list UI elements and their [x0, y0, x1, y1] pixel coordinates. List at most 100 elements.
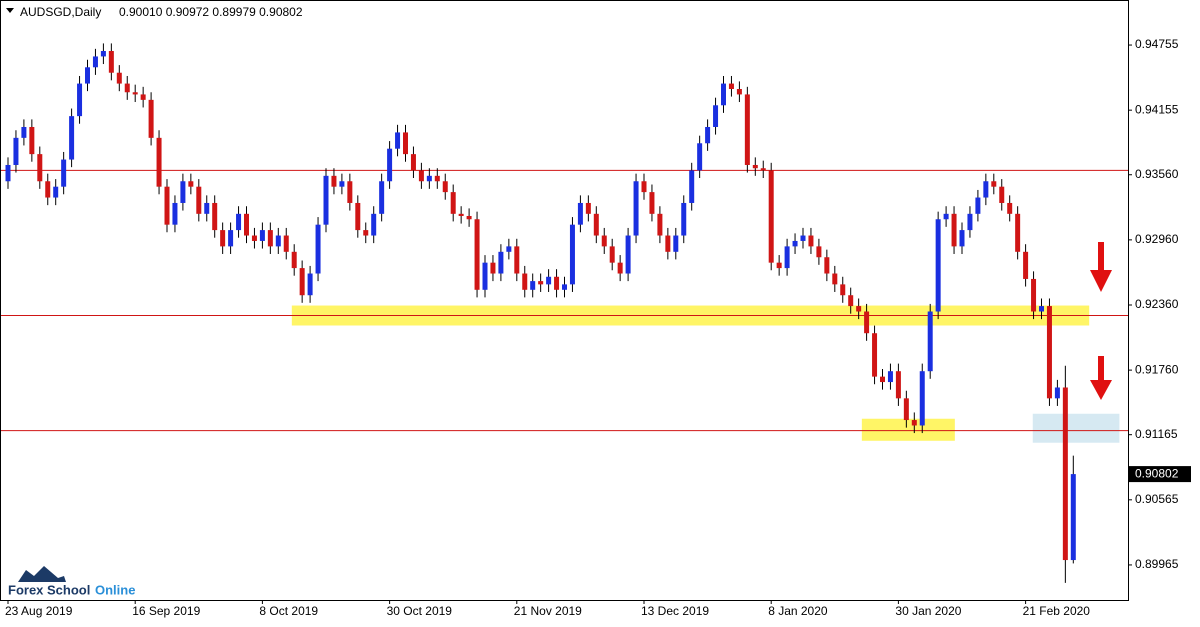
candle-body: [291, 251, 297, 269]
candle-body: [196, 186, 202, 214]
candle-body: [1007, 202, 1013, 214]
candle-body: [85, 67, 90, 84]
candle-body: [768, 170, 774, 263]
candle-body: [1054, 387, 1060, 399]
candle-body: [864, 311, 870, 334]
candle-body: [649, 192, 655, 214]
candle-body: [204, 202, 210, 214]
candle-body: [228, 230, 234, 247]
candle-body: [713, 105, 719, 127]
candle-body: [156, 137, 162, 187]
candle-body: [943, 213, 949, 220]
candle-body: [705, 126, 711, 144]
price-marker: [1129, 466, 1191, 483]
candle-body: [236, 213, 242, 231]
candle-body: [1046, 306, 1052, 399]
candle-body: [522, 273, 528, 290]
candle-body: [609, 246, 615, 263]
candle-body: [5, 164, 11, 182]
plot-border: [0, 0, 1129, 601]
candle-body: [45, 181, 51, 198]
candle-body: [840, 284, 846, 296]
candle-body: [323, 175, 329, 225]
candle-body: [784, 246, 790, 269]
candle-body: [355, 202, 361, 231]
candle-body: [856, 306, 862, 312]
candle-body: [450, 192, 456, 214]
candle-body: [69, 116, 75, 160]
candle-body: [116, 72, 122, 84]
candle-body: [37, 154, 43, 182]
x-tick-label: 21 Feb 2020: [1023, 604, 1091, 618]
candle-body: [728, 83, 734, 90]
candle-body: [315, 224, 321, 274]
x-tick-label: 8 Jan 2020: [768, 604, 828, 618]
candle-body: [935, 219, 941, 312]
candle-body: [951, 213, 957, 247]
candle-body: [808, 235, 814, 247]
candle-body: [387, 148, 393, 182]
candle-body: [92, 56, 98, 68]
zone: [861, 418, 955, 441]
candle-body: [967, 213, 973, 231]
candle-body: [911, 420, 917, 426]
x-tick-label: 21 Nov 2019: [514, 604, 582, 618]
candle-body: [991, 181, 997, 187]
candle-body: [514, 246, 520, 274]
candle-body: [577, 202, 583, 225]
candle-body: [466, 215, 472, 220]
candle-body: [760, 168, 766, 171]
candle-body: [903, 398, 909, 421]
candle-body: [641, 181, 647, 193]
candle-body: [410, 154, 416, 171]
candle-body: [347, 181, 353, 203]
candle-body: [800, 235, 806, 241]
arrow: [1090, 242, 1112, 292]
candle-body: [61, 159, 67, 187]
menu-triangle: [6, 8, 14, 13]
candle-body: [1070, 474, 1076, 561]
symbol-title: AUDSGD,Daily: [20, 5, 101, 19]
y-tick-label: 0.92360: [1135, 297, 1179, 311]
zone: [1032, 413, 1120, 443]
candle-body: [1031, 278, 1037, 312]
candle-body: [824, 257, 830, 274]
candle-body: [736, 89, 742, 95]
candle-body: [601, 235, 607, 247]
x-tick-label: 30 Jan 2020: [895, 604, 961, 618]
candle-body: [403, 132, 408, 155]
candle-body: [506, 246, 512, 252]
y-tick-label: 0.91165: [1135, 427, 1178, 441]
candle-body: [848, 295, 854, 307]
candle-body: [744, 94, 750, 165]
logo-text: Forex School: [8, 582, 90, 597]
logo-text: Online: [95, 582, 135, 597]
candle-body: [164, 186, 170, 225]
candle-body: [299, 268, 305, 296]
y-tick-label: 0.90565: [1135, 492, 1179, 506]
candle-body: [895, 371, 901, 399]
candle-body: [569, 224, 575, 285]
candle-body: [13, 137, 19, 165]
candle-body: [816, 246, 822, 258]
candle-body: [776, 262, 782, 269]
candle-body: [434, 175, 440, 182]
candle-body: [593, 213, 599, 236]
candle-body: [721, 83, 726, 106]
candle-body: [442, 181, 448, 193]
candle-body: [975, 197, 981, 214]
candle-body: [132, 92, 138, 95]
candle-body: [418, 170, 424, 182]
candle-body: [21, 126, 27, 138]
candle-body: [124, 83, 130, 93]
x-tick-label: 13 Dec 2019: [641, 604, 709, 618]
x-tick-label: 30 Oct 2019: [387, 604, 453, 618]
candle-body: [1015, 213, 1021, 252]
candle-body: [371, 213, 377, 236]
candle-body: [927, 311, 933, 372]
candle-body: [959, 230, 965, 247]
candle-body: [172, 202, 178, 225]
y-tick-label: 0.93560: [1135, 167, 1179, 181]
candle-body: [633, 181, 639, 236]
